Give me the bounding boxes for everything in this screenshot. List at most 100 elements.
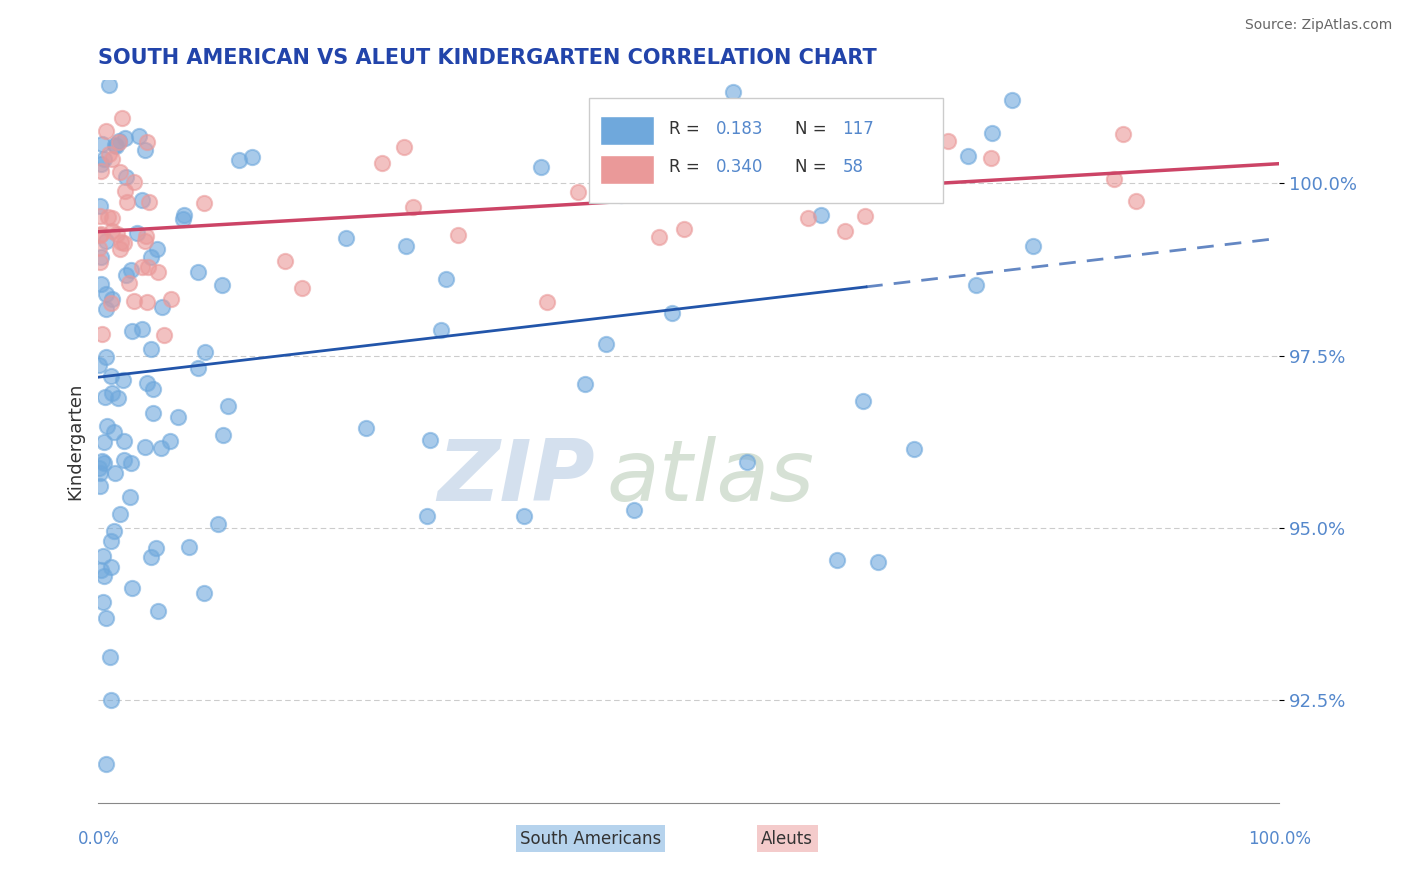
Point	[91, 326, 114, 341]
Point	[87, 358, 110, 372]
Point	[834, 224, 856, 238]
Point	[193, 195, 215, 210]
Point	[108, 134, 131, 148]
Point	[980, 126, 1002, 140]
Point	[120, 491, 142, 505]
Point	[96, 418, 118, 433]
Point	[125, 226, 148, 240]
Text: ZIP: ZIP	[437, 436, 595, 519]
FancyBboxPatch shape	[589, 98, 943, 203]
Point	[97, 210, 120, 224]
Point	[402, 200, 425, 214]
Point	[121, 324, 143, 338]
Text: 0.340: 0.340	[716, 158, 763, 176]
Point	[118, 277, 141, 291]
Point	[89, 199, 111, 213]
Point	[100, 224, 122, 238]
Point	[90, 454, 112, 468]
Text: Source: ZipAtlas.com: Source: ZipAtlas.com	[1244, 18, 1392, 32]
Point	[128, 128, 150, 143]
Point	[152, 328, 174, 343]
Point	[167, 409, 190, 424]
Point	[335, 231, 357, 245]
Point	[134, 234, 156, 248]
Point	[866, 555, 889, 569]
Point	[90, 277, 112, 291]
Point	[114, 131, 136, 145]
Point	[100, 559, 122, 574]
Point	[735, 179, 758, 194]
Point	[825, 553, 848, 567]
Point	[731, 122, 754, 136]
Point	[97, 147, 120, 161]
Point	[810, 208, 832, 222]
Point	[96, 235, 118, 249]
Point	[141, 549, 163, 564]
Point	[1125, 194, 1147, 209]
Point	[356, 420, 378, 434]
Point	[866, 141, 889, 155]
Point	[100, 369, 122, 384]
Point	[447, 228, 470, 243]
Point	[122, 294, 145, 309]
Text: 0.183: 0.183	[716, 120, 763, 137]
Point	[104, 139, 127, 153]
Point	[721, 85, 744, 99]
Point	[112, 453, 135, 467]
Point	[211, 427, 233, 442]
Point	[100, 386, 122, 401]
Point	[146, 264, 169, 278]
Point	[98, 650, 121, 665]
Point	[797, 211, 820, 225]
Y-axis label: Kindergarten: Kindergarten	[66, 383, 84, 500]
Point	[115, 194, 138, 209]
Point	[136, 295, 159, 310]
Point	[273, 254, 295, 268]
Point	[980, 152, 1002, 166]
Text: R =: R =	[669, 158, 704, 176]
Text: N =: N =	[796, 158, 832, 176]
Point	[852, 394, 875, 409]
Point	[148, 604, 170, 618]
Point	[211, 277, 233, 292]
Point	[193, 586, 215, 600]
Point	[194, 345, 217, 359]
Point	[217, 400, 239, 414]
Point	[134, 143, 156, 157]
Point	[139, 250, 162, 264]
Point	[100, 211, 122, 226]
Point	[94, 390, 117, 404]
Point	[90, 227, 112, 242]
Point	[105, 227, 128, 241]
Point	[100, 296, 122, 310]
Point	[110, 111, 132, 125]
Point	[122, 175, 145, 189]
Point	[104, 137, 127, 152]
Point	[89, 479, 111, 493]
Point	[672, 221, 695, 235]
Point	[89, 209, 111, 223]
Point	[530, 161, 553, 175]
Point	[145, 541, 167, 555]
Point	[100, 692, 122, 706]
Point	[139, 342, 162, 356]
Point	[91, 595, 114, 609]
Point	[96, 301, 118, 316]
Point	[595, 337, 617, 351]
Point	[89, 254, 111, 268]
Point	[138, 195, 160, 210]
Point	[898, 136, 921, 151]
Point	[110, 235, 132, 250]
Point	[101, 153, 124, 167]
Point	[89, 461, 111, 475]
Point	[90, 250, 112, 264]
Point	[371, 156, 394, 170]
Point	[131, 260, 153, 274]
Point	[1022, 239, 1045, 253]
Point	[112, 434, 135, 448]
Point	[150, 300, 173, 314]
Point	[136, 376, 159, 391]
Point	[103, 425, 125, 439]
Point	[392, 140, 415, 154]
Point	[103, 467, 125, 481]
